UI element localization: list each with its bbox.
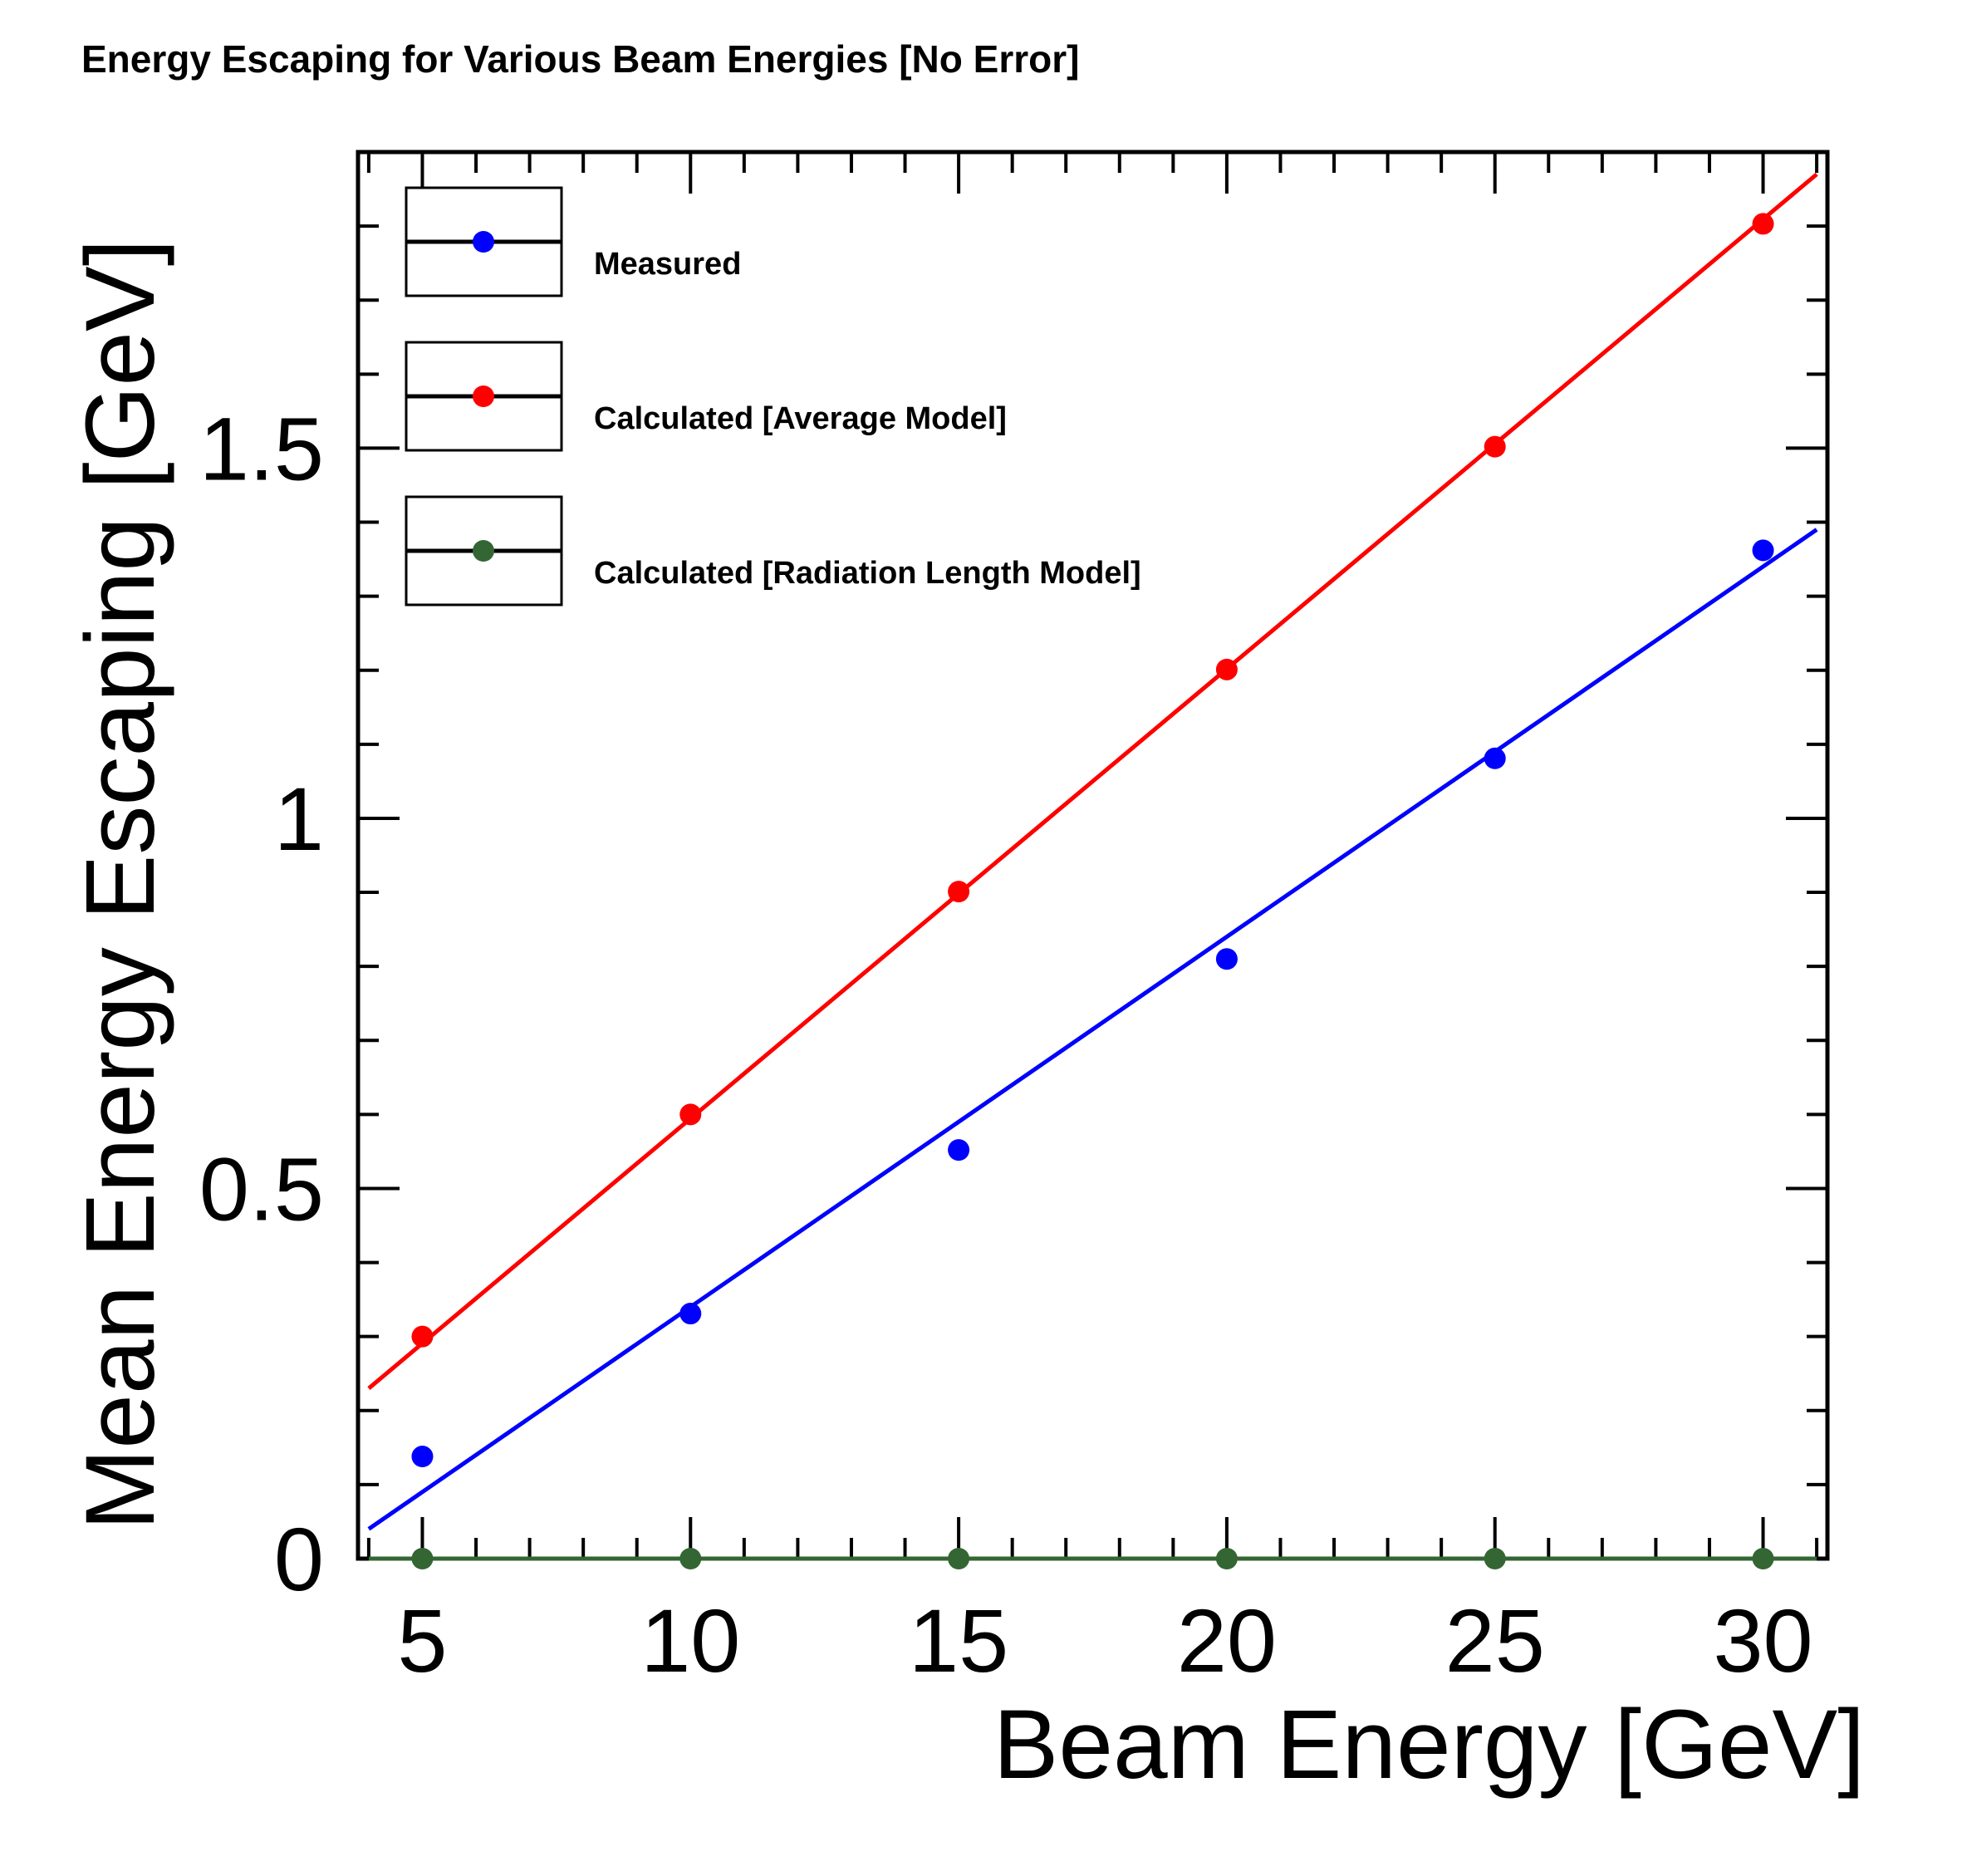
x-axis-label: Beam Energy [GeV] bbox=[993, 1690, 1865, 1800]
data-point-series-0 bbox=[1752, 539, 1774, 562]
y-tick-label: 1 bbox=[274, 769, 324, 869]
x-tick-label: 15 bbox=[909, 1590, 1008, 1691]
x-tick-label: 10 bbox=[640, 1590, 740, 1691]
x-tick-label: 5 bbox=[397, 1590, 447, 1691]
data-point-series-2 bbox=[1484, 1548, 1506, 1569]
chart-title: Energy Escaping for Various Beam Energie… bbox=[81, 37, 1079, 81]
data-point-series-1 bbox=[1752, 213, 1774, 235]
data-point-series-1 bbox=[411, 1325, 434, 1348]
data-point-series-2 bbox=[679, 1548, 702, 1569]
fit-lines bbox=[367, 172, 1818, 1561]
data-point-series-2 bbox=[1215, 1548, 1238, 1569]
legend-marker bbox=[473, 386, 494, 407]
y-tick-label: 0 bbox=[274, 1509, 324, 1609]
x-tick-labels: 5 10 15 20 25 30 bbox=[397, 1590, 1812, 1691]
data-point-series-1 bbox=[1484, 435, 1506, 458]
data-point-series-1 bbox=[948, 881, 970, 903]
data-point-series-0 bbox=[1215, 948, 1238, 970]
legend-label: Calculated [Average Model] bbox=[594, 401, 1007, 436]
legend-label: Measured bbox=[594, 247, 741, 282]
y-axis-label: Mean Energy Escaping [GeV] bbox=[66, 238, 175, 1530]
y-tick-label: 1.5 bbox=[199, 398, 324, 498]
data-point-series-1 bbox=[679, 1103, 702, 1126]
y-tick-labels: 0 0.5 1 1.5 bbox=[199, 398, 324, 1609]
legend-marker bbox=[473, 540, 494, 562]
x-tick-label: 30 bbox=[1713, 1590, 1812, 1691]
data-points bbox=[411, 213, 1774, 1569]
data-point-series-0 bbox=[411, 1446, 434, 1468]
fit-line-series-1 bbox=[367, 172, 1818, 1390]
major-ticks bbox=[358, 152, 1827, 1559]
x-tick-label: 25 bbox=[1445, 1590, 1545, 1691]
fit-line-series-0 bbox=[367, 528, 1818, 1531]
data-point-series-1 bbox=[1215, 658, 1238, 680]
data-point-series-0 bbox=[679, 1303, 702, 1325]
plot-frame bbox=[356, 150, 1830, 1561]
data-point-series-2 bbox=[1752, 1548, 1774, 1569]
legend-marker bbox=[473, 231, 494, 253]
y-tick-label: 0.5 bbox=[199, 1138, 324, 1239]
data-point-series-2 bbox=[948, 1548, 970, 1569]
data-point-series-0 bbox=[948, 1139, 970, 1161]
minor-ticks bbox=[358, 152, 1827, 1559]
x-tick-label: 20 bbox=[1177, 1590, 1277, 1691]
legend: Measured Calculated [Average Model] Calcul… bbox=[405, 186, 1141, 607]
data-point-series-2 bbox=[411, 1548, 434, 1569]
plot-area-border bbox=[356, 150, 1830, 1561]
legend-label: Calculated [Radiation Length Model] bbox=[594, 556, 1141, 591]
data-point-series-0 bbox=[1484, 747, 1506, 769]
